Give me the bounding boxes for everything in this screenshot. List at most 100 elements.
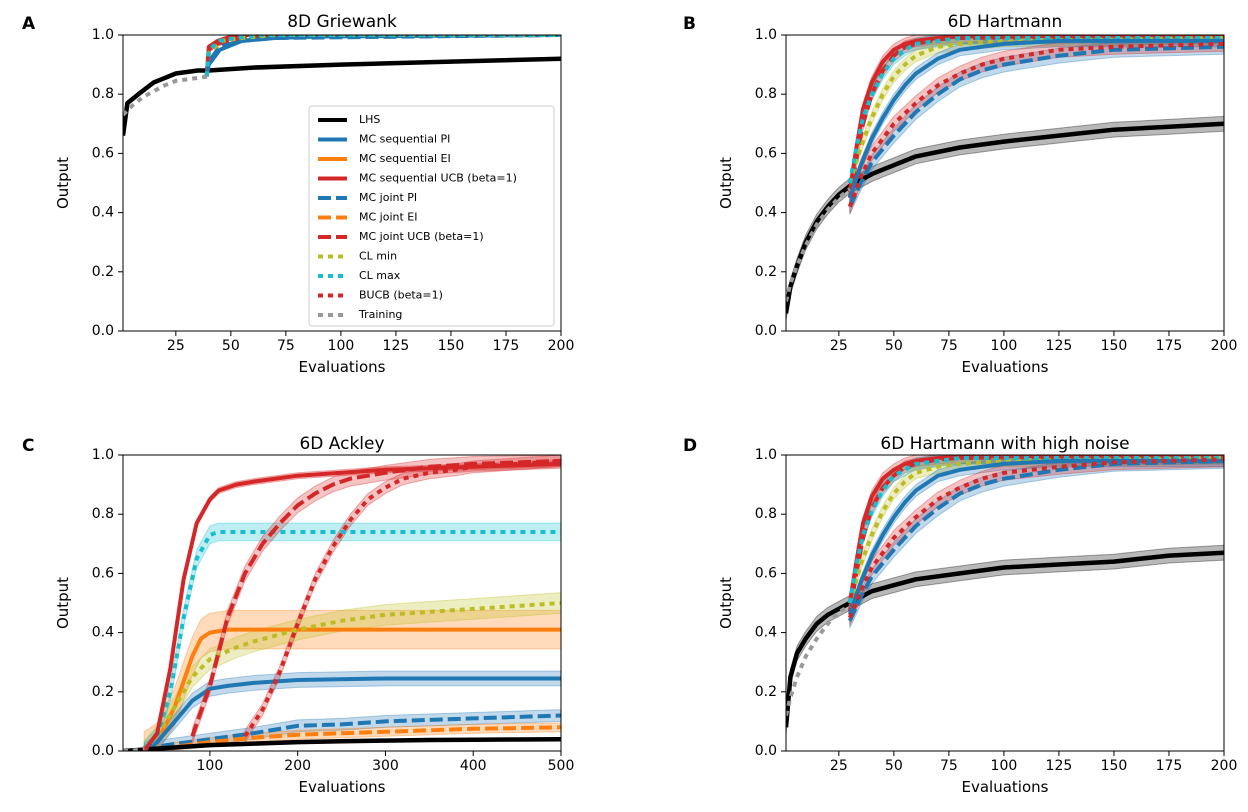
x-tick-label: 75 [277, 338, 295, 354]
x-tick-label: 500 [548, 758, 575, 774]
series-line-cl-max [142, 530, 561, 751]
series-line-mc-joint-pi [847, 458, 1224, 622]
x-tick-label: 200 [1211, 758, 1238, 774]
y-tick-label: 1.0 [755, 27, 777, 43]
panel-b: B 6D Hartmann 25 50 75 100 125 150 175 200 0.0 0.2 0… [683, 12, 1237, 376]
band-cl-min [849, 35, 1224, 190]
x-tick-label: 75 [940, 338, 958, 354]
panel-letter: B [683, 14, 696, 34]
x-tick-label: 100 [328, 338, 355, 354]
x-tick-label: 125 [1046, 338, 1073, 354]
x-tick-label: 400 [460, 758, 487, 774]
panel-letter: A [22, 14, 36, 34]
series-line-mc-sequential-ei [142, 627, 561, 751]
y-tick-label: 0.8 [755, 86, 777, 102]
series-line-mc-sequential-pi [847, 458, 1224, 616]
x-tick-label: 50 [885, 758, 903, 774]
y-axis-label: Output [54, 157, 72, 209]
plot-area [786, 35, 1224, 321]
panel-c: C 6D Ackley 100 200 300 400 500 0.0 0.2 0.4 0.6 0.8… [22, 434, 574, 796]
x-axis-label: Evaluations [962, 778, 1049, 796]
chart-title: 6D Hartmann [948, 12, 1063, 32]
legend-label-mc-sequential-ucb-beta-1: MC sequential UCB (beta=1) [359, 172, 517, 185]
panel-letter: D [683, 436, 697, 456]
series-line-cl-min [847, 456, 1224, 604]
y-tick-label: 0.4 [92, 205, 114, 221]
legend-label-mc-joint-ucb-beta-1: MC joint UCB (beta=1) [359, 230, 484, 243]
x-tick-label: 25 [830, 758, 848, 774]
x-tick-label: 175 [1156, 758, 1183, 774]
x-tick-label: 150 [438, 338, 465, 354]
x-tick-label: 50 [885, 338, 903, 354]
chart-title: 6D Ackley [299, 434, 384, 454]
y-axis-label: Output [717, 577, 735, 629]
legend-label-training: Training [358, 308, 402, 321]
y-tick-label: 1.0 [92, 27, 114, 43]
y-tick-label: 0.8 [755, 506, 777, 522]
x-tick-label: 200 [548, 338, 575, 354]
axes-frame [785, 34, 1225, 332]
y-tick-label: 0.4 [755, 625, 777, 641]
series-line-lhs [786, 550, 1224, 728]
y-tick-label: 0.2 [755, 264, 777, 280]
x-tick-label: 125 [1046, 758, 1073, 774]
axes-frame [785, 454, 1225, 752]
series-line-training [786, 187, 852, 302]
panel-a: A 8D Griewank 25 50 75 100 125 150 175 200 0.0 0.2 0… [22, 12, 574, 376]
series-line-mc-sequential-pi [847, 38, 1224, 199]
series-line-mc-sequential-pi [142, 676, 561, 751]
series-line-mc-sequential-ucb-beta-1 [204, 35, 561, 77]
series-line-mc-joint-pi [204, 35, 561, 77]
y-tick-label: 0.2 [92, 684, 114, 700]
x-tick-label: 25 [167, 338, 185, 354]
y-tick-label: 0.0 [92, 323, 114, 339]
legend-label-cl-min: CL min [359, 250, 397, 263]
legend-label-mc-sequential-pi: MC sequential PI [359, 133, 450, 146]
band-mc-joint-ucb-beta-1 [191, 455, 561, 744]
band-lhs [786, 544, 1224, 735]
band-mc-sequential-pi [849, 455, 1224, 621]
series-line-mc-joint-pi [143, 713, 561, 751]
y-tick-label: 0.8 [92, 86, 114, 102]
series-line-bucb-beta-1 [847, 457, 1224, 619]
series-line-cl-min [847, 36, 1224, 184]
x-tick-label: 200 [1211, 338, 1238, 354]
chart-title: 8D Griewank [287, 12, 397, 32]
series-line-lhs [123, 736, 561, 751]
series-line-lhs [123, 56, 561, 136]
band-mc-sequential-pi [849, 35, 1224, 204]
panel-letter: C [22, 436, 34, 456]
legend-label-lhs: LHS [359, 113, 380, 126]
y-tick-label: 0.2 [755, 684, 777, 700]
y-tick-label: 0.0 [755, 743, 777, 759]
axes-frame [122, 34, 562, 332]
x-tick-label: 175 [493, 338, 520, 354]
band-mc-sequential-ei [143, 609, 561, 751]
x-axis-label: Evaluations [299, 778, 386, 796]
x-tick-label: 200 [284, 758, 311, 774]
x-tick-label: 100 [197, 758, 224, 774]
x-tick-label: 125 [383, 338, 410, 354]
x-tick-label: 100 [991, 338, 1018, 354]
series-line-training [123, 746, 145, 751]
y-tick-label: 1.0 [92, 447, 114, 463]
x-tick-label: 25 [830, 338, 848, 354]
series-line-mc-joint-pi [847, 44, 1224, 208]
band-cl-max [849, 455, 1224, 609]
y-tick-label: 0.6 [755, 565, 777, 581]
y-axis-label: Output [717, 157, 735, 209]
plot-area [123, 455, 561, 751]
legend-label-bucb-beta-1: BUCB (beta=1) [359, 289, 443, 302]
axes-frame [122, 454, 562, 752]
series-line-lhs [786, 121, 1224, 314]
legend-label-mc-sequential-ei: MC sequential EI [359, 152, 451, 165]
plot-area [123, 35, 561, 136]
y-tick-label: 0.2 [92, 264, 114, 280]
legend-box [308, 105, 555, 327]
x-tick-label: 150 [1101, 338, 1128, 354]
x-axis-label: Evaluations [962, 358, 1049, 376]
y-tick-label: 0.6 [92, 565, 114, 581]
y-tick-label: 0.8 [92, 506, 114, 522]
x-tick-label: 50 [222, 338, 240, 354]
